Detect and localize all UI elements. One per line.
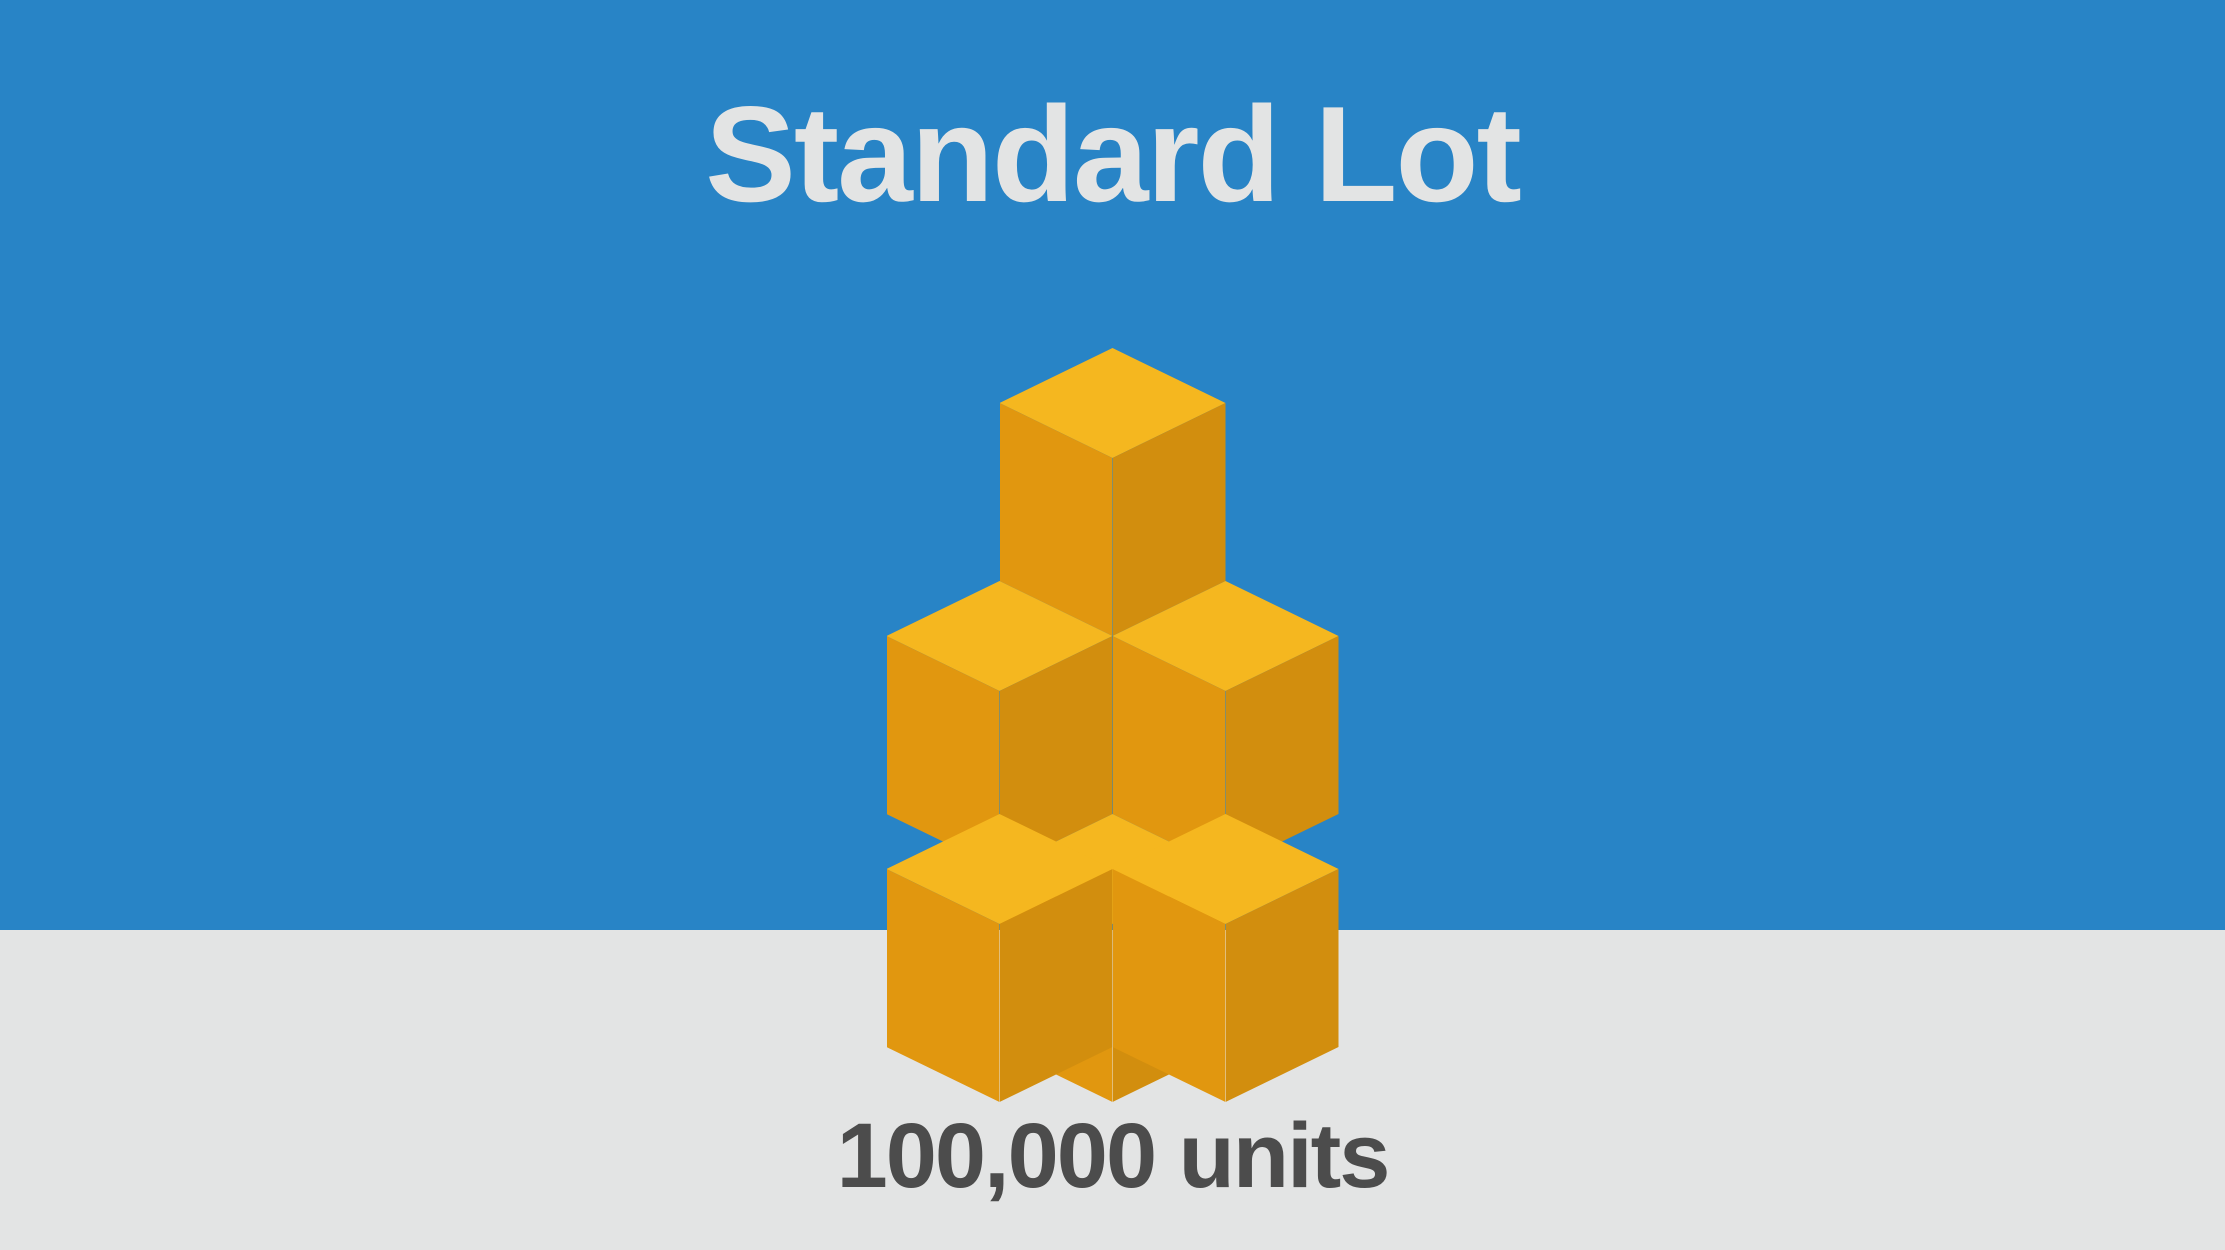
cube: [1113, 814, 1339, 1102]
cube-pyramid: [887, 348, 1339, 1102]
cube: [887, 814, 1113, 1102]
caption-text: 100,000 units: [0, 1110, 2225, 1202]
infographic-stage: Standard Lot 100,000 units: [0, 0, 2225, 1250]
title-text: Standard Lot: [0, 86, 2225, 222]
